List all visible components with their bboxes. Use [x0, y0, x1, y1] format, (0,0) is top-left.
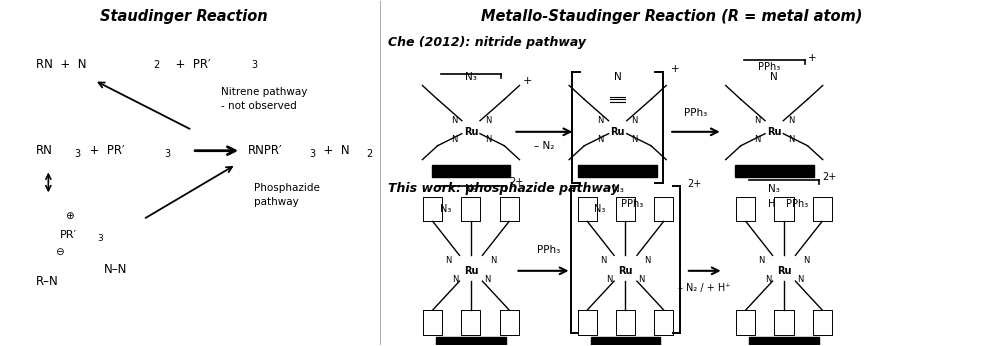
- Text: H: H: [767, 199, 775, 209]
- Text: 2+: 2+: [688, 179, 701, 189]
- Text: Che (2012): nitride pathway: Che (2012): nitride pathway: [387, 36, 586, 49]
- Text: PPh₃: PPh₃: [685, 108, 707, 118]
- Text: Nitrene pathway: Nitrene pathway: [222, 87, 308, 97]
- Text: Metallo-Staudinger Reaction (R = metal atom): Metallo-Staudinger Reaction (R = metal a…: [481, 9, 862, 24]
- Text: +  N: + N: [317, 144, 350, 157]
- Text: N: N: [639, 275, 645, 284]
- Text: – N₂ / + H⁺: – N₂ / + H⁺: [679, 283, 731, 293]
- Text: +: +: [523, 76, 532, 86]
- Text: N: N: [754, 116, 760, 125]
- Text: - not observed: - not observed: [222, 101, 297, 111]
- Text: N: N: [758, 256, 765, 265]
- Text: N: N: [803, 256, 809, 265]
- Text: PPh₃: PPh₃: [758, 62, 781, 72]
- Text: RN  +  N: RN + N: [35, 58, 86, 71]
- Text: N₃: N₃: [768, 184, 780, 194]
- Text: N₃: N₃: [439, 204, 451, 214]
- Text: PPh₃: PPh₃: [621, 199, 643, 209]
- Text: Ru: Ru: [767, 127, 782, 137]
- Text: R–N: R–N: [35, 275, 59, 288]
- Text: Ru: Ru: [618, 266, 633, 276]
- Text: N: N: [614, 72, 622, 82]
- Text: N: N: [485, 135, 491, 144]
- Text: PR′: PR′: [60, 230, 77, 240]
- Text: N: N: [632, 135, 638, 144]
- Text: N: N: [450, 116, 457, 125]
- Text: 3: 3: [310, 149, 316, 159]
- Polygon shape: [436, 337, 506, 346]
- Polygon shape: [749, 337, 819, 346]
- Polygon shape: [735, 165, 813, 177]
- Text: +  PR′: + PR′: [81, 144, 125, 157]
- Text: N: N: [770, 72, 778, 82]
- Text: ⊖: ⊖: [55, 247, 64, 257]
- Text: This work: phosphazide pathway: This work: phosphazide pathway: [387, 182, 619, 195]
- Text: pathway: pathway: [254, 197, 298, 207]
- Text: N: N: [754, 135, 760, 144]
- Text: RNPR′: RNPR′: [248, 144, 283, 157]
- Text: N₃: N₃: [612, 184, 624, 194]
- Text: Ru: Ru: [464, 266, 478, 276]
- Text: PPh₃: PPh₃: [537, 245, 560, 255]
- Polygon shape: [591, 337, 660, 346]
- Text: Ru: Ru: [464, 127, 478, 137]
- Text: 2+: 2+: [822, 172, 837, 182]
- Text: N: N: [788, 135, 795, 144]
- Text: N: N: [788, 116, 795, 125]
- Text: 2+: 2+: [509, 177, 523, 187]
- Text: Staudinger Reaction: Staudinger Reaction: [99, 9, 267, 24]
- Polygon shape: [578, 165, 657, 177]
- Text: Ru: Ru: [610, 127, 625, 137]
- Text: 3: 3: [165, 149, 171, 159]
- Text: N: N: [485, 116, 491, 125]
- Text: N: N: [600, 256, 606, 265]
- Text: Ru: Ru: [777, 266, 792, 276]
- Text: N₃: N₃: [594, 204, 605, 214]
- Text: N: N: [445, 256, 452, 265]
- Text: PPh₃: PPh₃: [786, 199, 807, 209]
- Text: 3: 3: [251, 60, 257, 70]
- Text: 2: 2: [153, 60, 159, 70]
- Text: N: N: [765, 275, 771, 284]
- Polygon shape: [432, 165, 510, 177]
- Text: N: N: [484, 275, 490, 284]
- Text: 2: 2: [366, 149, 373, 159]
- Text: ⊕: ⊕: [66, 211, 75, 221]
- Text: +  PR′: + PR′: [168, 58, 210, 71]
- Text: N: N: [797, 275, 803, 284]
- Text: RN: RN: [35, 144, 53, 157]
- Text: N: N: [490, 256, 496, 265]
- Text: N: N: [597, 135, 604, 144]
- Text: N: N: [606, 275, 613, 284]
- Text: Phosphazide: Phosphazide: [254, 183, 320, 193]
- Text: +: +: [807, 53, 816, 63]
- Text: N: N: [645, 256, 651, 265]
- Text: N₃: N₃: [465, 184, 477, 194]
- Text: N: N: [632, 116, 638, 125]
- Text: 3: 3: [75, 149, 80, 159]
- Text: 3: 3: [97, 234, 103, 243]
- Text: N₃: N₃: [465, 72, 477, 82]
- Text: N: N: [597, 116, 604, 125]
- Text: +: +: [671, 64, 680, 74]
- Text: N: N: [450, 135, 457, 144]
- Text: – N₂: – N₂: [534, 140, 554, 151]
- Text: N–N: N–N: [104, 263, 128, 276]
- Text: N: N: [452, 275, 458, 284]
